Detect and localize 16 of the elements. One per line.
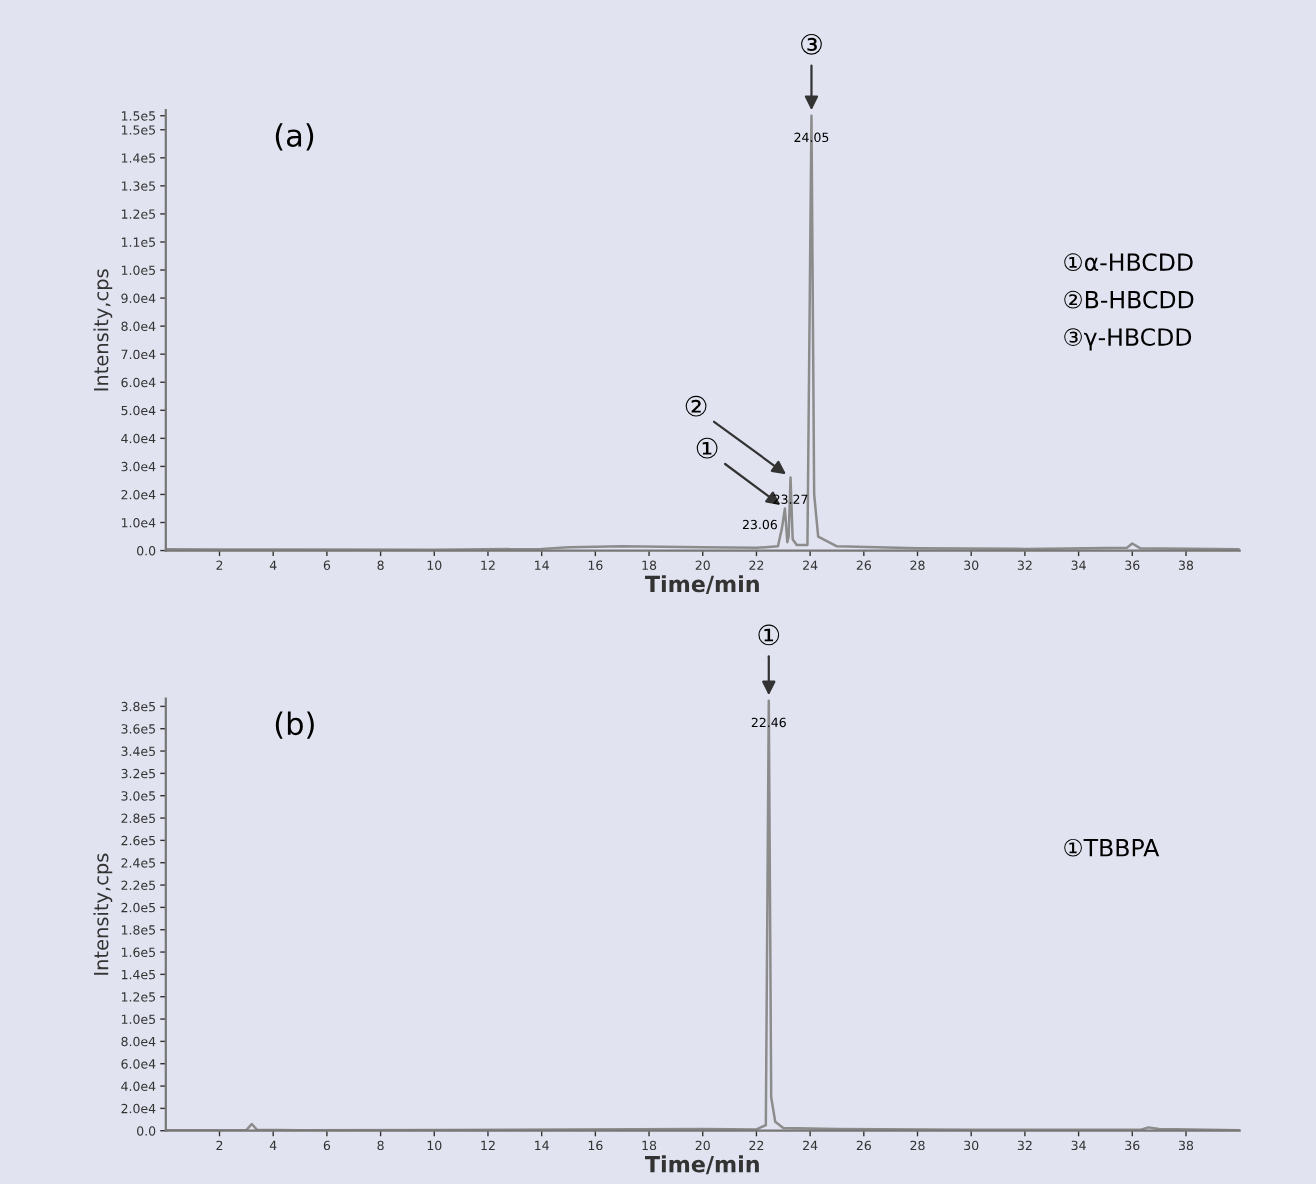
annotation: ①TBBPA	[1064, 838, 1160, 857]
annotation: ①	[758, 624, 780, 646]
x-axis-title: Time/min	[644, 1155, 759, 1175]
chart-title: (a)	[275, 123, 314, 151]
annotation: ②B-HBCDD	[1064, 290, 1194, 309]
annotation: ③	[801, 33, 822, 55]
chart-title: (b)	[275, 711, 314, 739]
annotation: ①	[696, 437, 718, 459]
x-axis-title: Time/min	[644, 575, 759, 595]
line-series	[165, 114, 1240, 551]
annotation: ③γ-HBCDD	[1064, 328, 1192, 351]
annotation: ②	[685, 395, 707, 417]
annotation: ①α-HBCDD	[1064, 253, 1193, 272]
y-axis-title: Intensity,cps	[93, 853, 113, 975]
line-series	[165, 699, 1240, 1131]
y-axis-title: Intensity,cps	[93, 269, 113, 391]
